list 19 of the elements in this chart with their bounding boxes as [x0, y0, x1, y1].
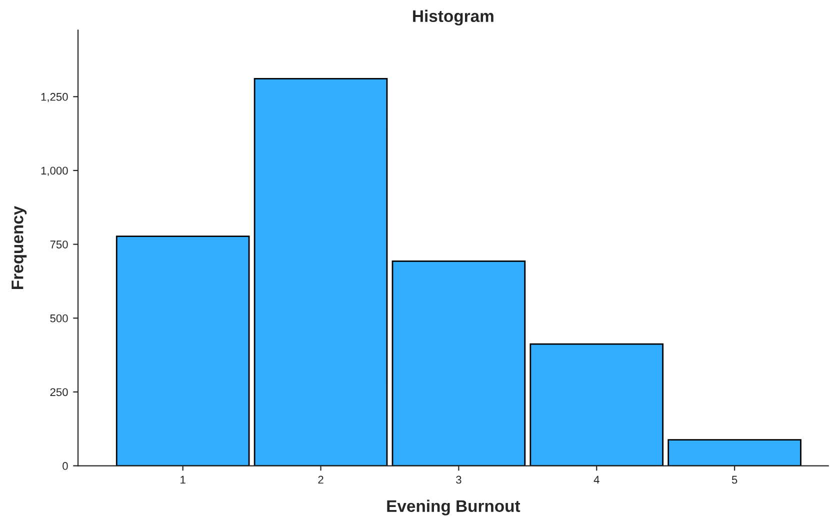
bar: [530, 343, 664, 466]
x-tick-label: 3: [456, 476, 462, 484]
bar: [392, 260, 526, 466]
y-tick-label: 500: [50, 314, 68, 322]
bar: [116, 236, 250, 466]
x-tick-label: 1: [180, 476, 186, 484]
bar: [254, 78, 388, 466]
bar: [668, 439, 802, 466]
y-tick-label: 250: [50, 388, 68, 396]
y-axis-title: Frequency: [12, 206, 27, 290]
y-tick-label: 750: [50, 240, 68, 248]
x-tick-label: 5: [732, 476, 738, 484]
x-tick-label: 2: [318, 476, 324, 484]
chart-title: Histogram: [413, 10, 494, 26]
y-tick-label: 1,000: [41, 166, 68, 176]
y-tick-label: 1,250: [41, 92, 68, 102]
x-axis-title: Evening Burnout: [387, 500, 520, 516]
x-tick-label: 4: [594, 476, 600, 484]
y-tick-label: 0: [62, 462, 68, 470]
